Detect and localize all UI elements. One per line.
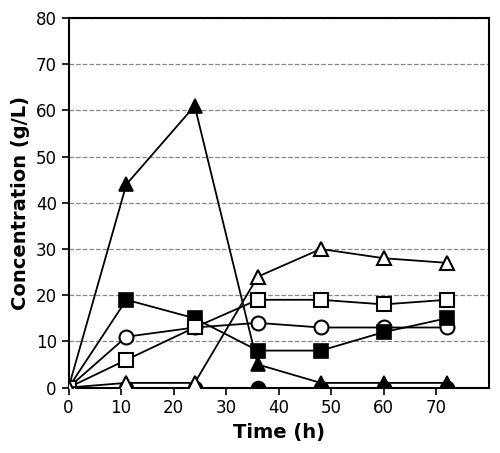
Y-axis label: Concentration (g/L): Concentration (g/L) bbox=[11, 96, 30, 310]
X-axis label: Time (h): Time (h) bbox=[232, 423, 324, 442]
